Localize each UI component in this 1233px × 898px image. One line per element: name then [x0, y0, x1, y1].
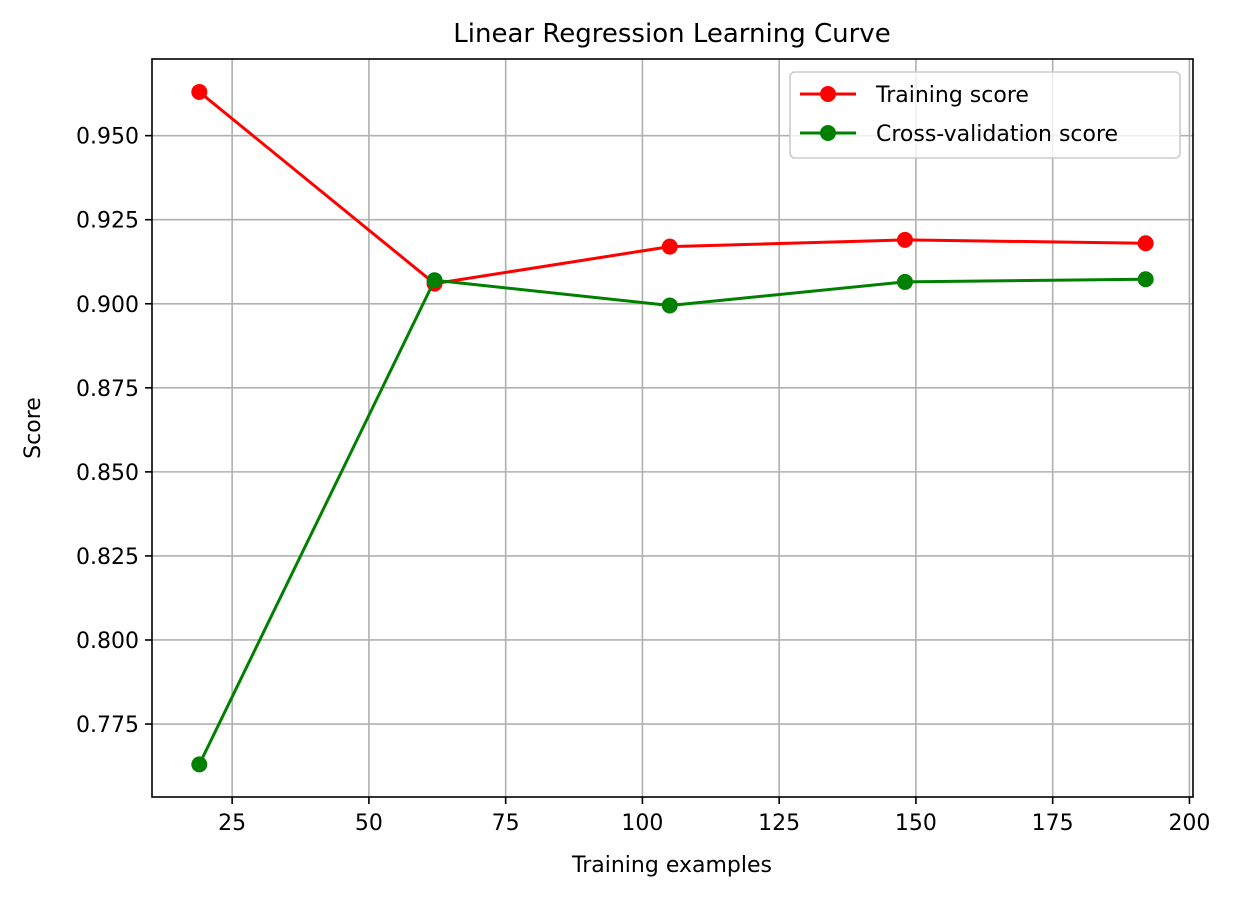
legend-label-training: Training score	[875, 83, 1029, 108]
legend-marker-training	[820, 86, 836, 102]
y-tick-label: 0.850	[76, 461, 139, 486]
data-point-cross-validation	[661, 297, 678, 314]
legend: Training score Cross-validation score	[789, 71, 1181, 159]
x-tick-label: 125	[758, 811, 800, 836]
y-tick-label: 0.950	[76, 125, 139, 150]
legend-marker-cross-validation	[820, 125, 836, 141]
data-point-cross-validation	[896, 273, 913, 290]
x-tick-label: 50	[355, 811, 383, 836]
data-point-cross-validation	[426, 272, 443, 289]
data-point-cross-validation	[1137, 271, 1154, 288]
x-axis-label: Training examples	[571, 853, 772, 878]
y-axis-label: Score	[21, 397, 46, 459]
data-point-training	[1137, 235, 1154, 252]
data-point-training	[191, 83, 208, 100]
legend-label-cross-validation: Cross-validation score	[876, 122, 1118, 147]
data-point-training	[896, 231, 913, 248]
plot-series	[191, 83, 1154, 773]
x-tick-label: 100	[621, 811, 663, 836]
data-point-training	[661, 238, 678, 255]
x-tick-label: 75	[492, 811, 520, 836]
x-tick-label: 175	[1032, 811, 1074, 836]
y-tick-label: 0.775	[76, 713, 139, 738]
y-tick-label: 0.825	[76, 545, 139, 570]
y-tick-label: 0.800	[76, 629, 139, 654]
chart-title: Linear Regression Learning Curve	[453, 19, 890, 49]
y-tick-label: 0.875	[76, 377, 139, 402]
x-tick-label: 25	[218, 811, 246, 836]
plot-frame	[151, 58, 1194, 798]
x-tick-label: 150	[895, 811, 937, 836]
data-point-cross-validation	[191, 756, 208, 773]
legend-frame	[789, 71, 1181, 159]
x-tick-label: 200	[1168, 811, 1210, 836]
y-tick-label: 0.900	[76, 293, 139, 318]
axis-ticks: 25 50 75 100 125 150 175 200 0.775 0.800 0.825 0.85…	[76, 125, 1210, 836]
y-tick-label: 0.925	[76, 209, 139, 234]
